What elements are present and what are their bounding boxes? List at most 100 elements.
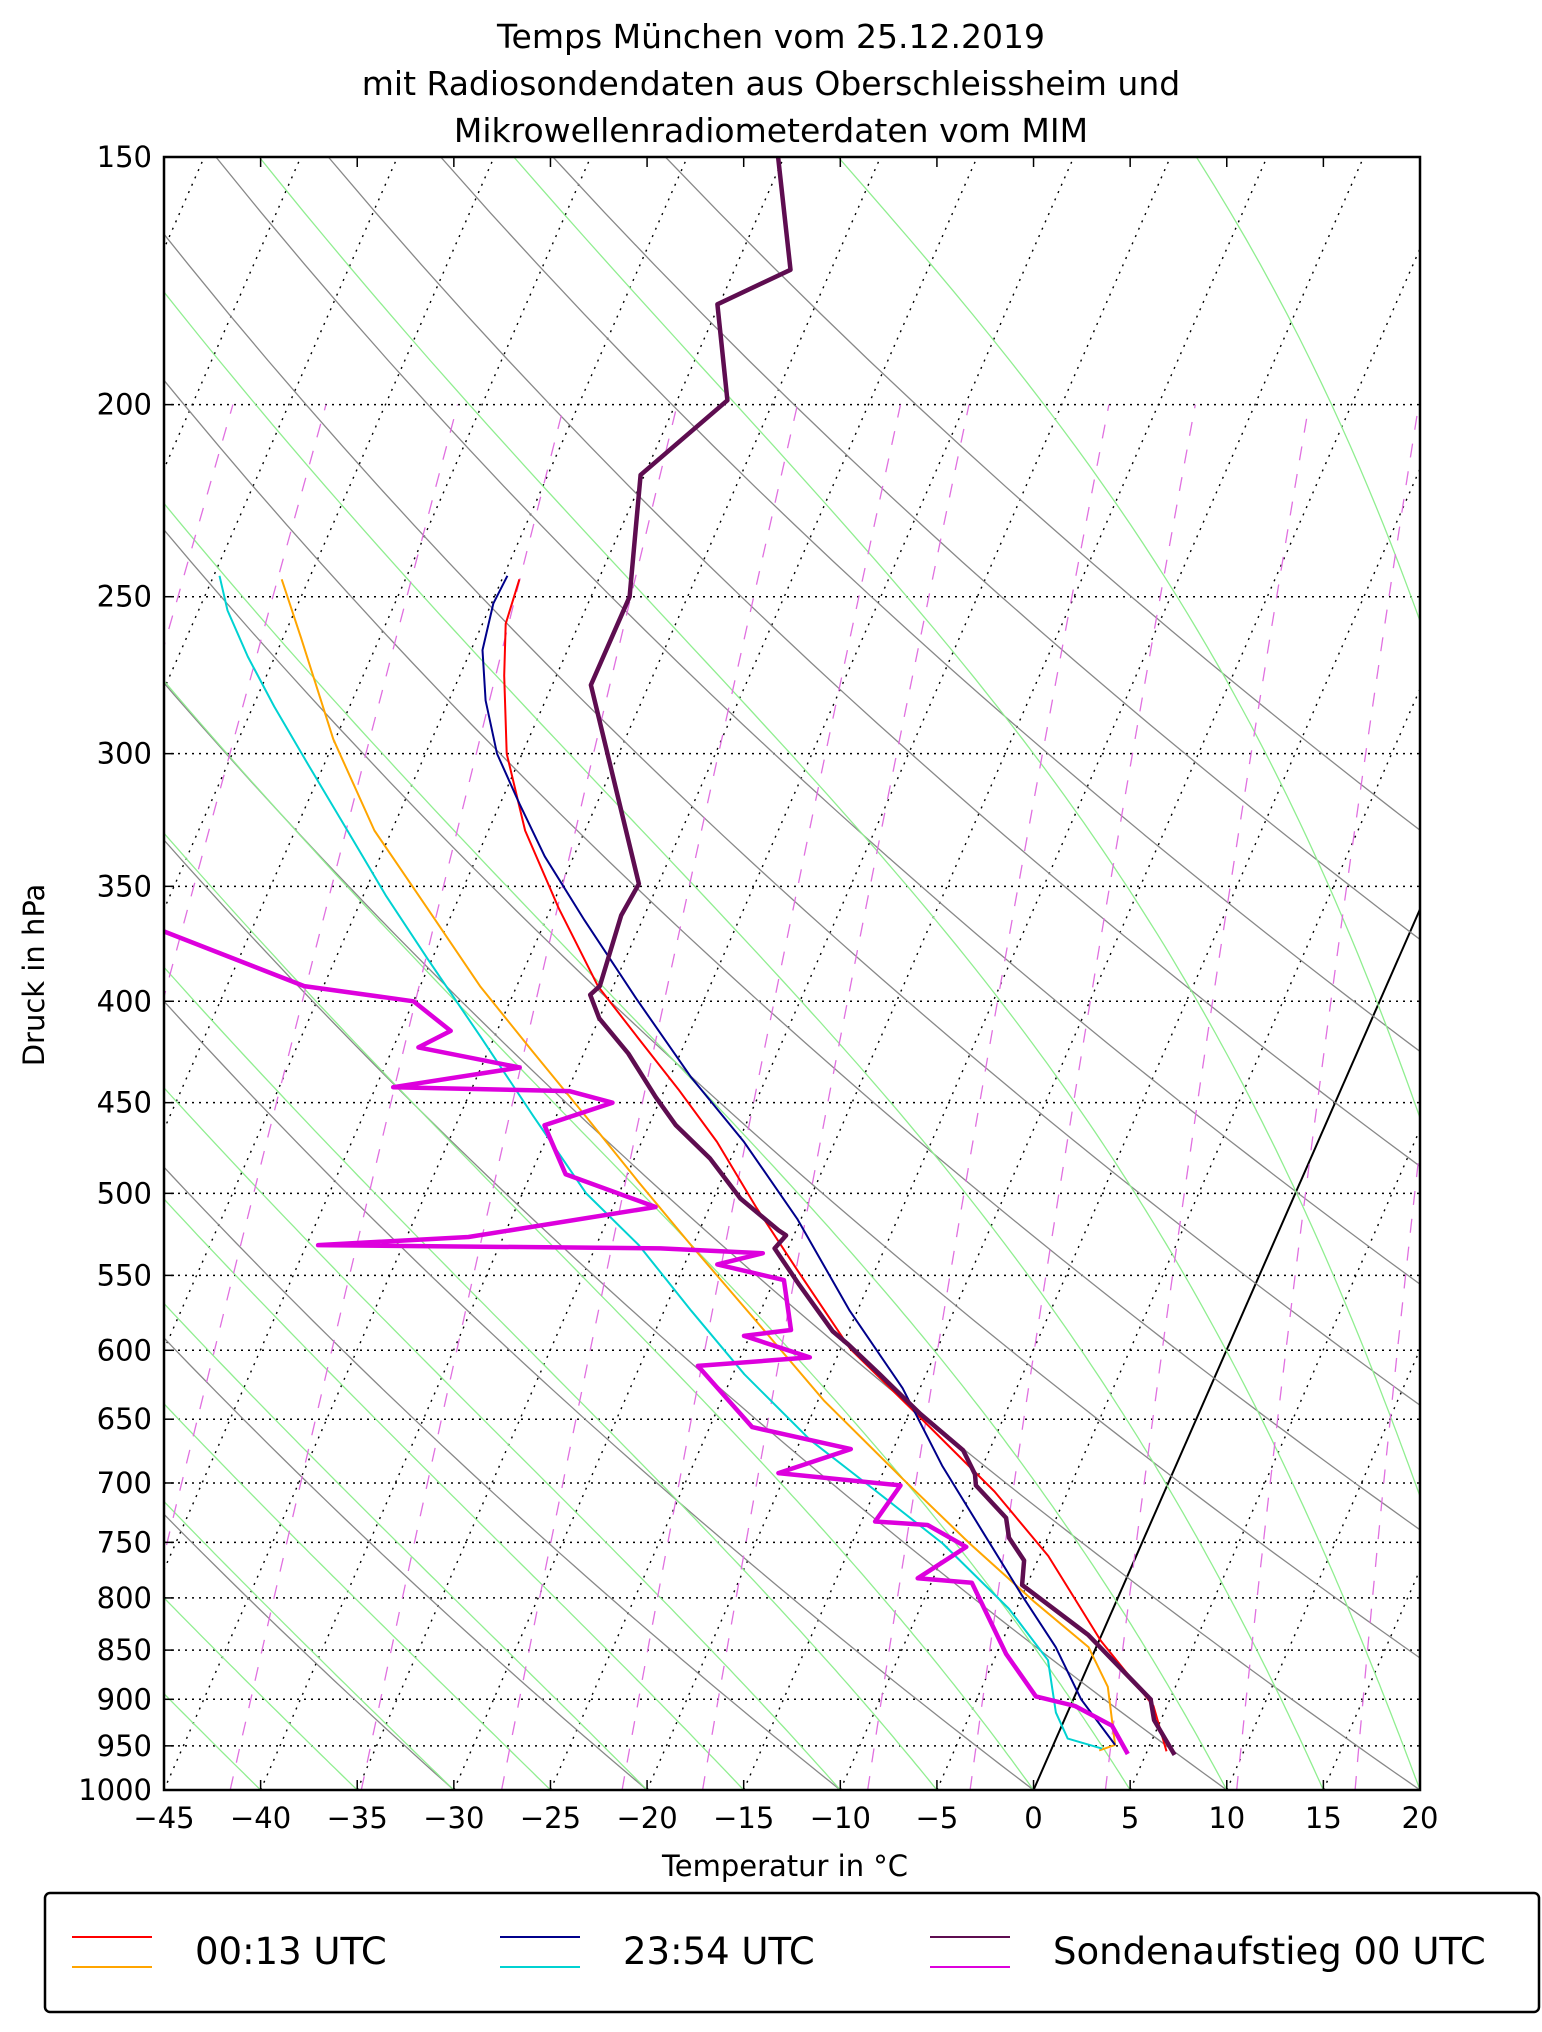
moist-adiabat-line bbox=[164, 1402, 551, 1790]
x-tick-label: −10 bbox=[810, 1801, 871, 1835]
dry-adiabat-line bbox=[164, 1337, 648, 1790]
y-tick-label: 950 bbox=[97, 1729, 152, 1763]
mixing-ratio-line bbox=[164, 404, 459, 1559]
dry-adiabat-line bbox=[327, 157, 1420, 1168]
dry-adiabat-line bbox=[164, 528, 1420, 1659]
x-tick-label: −40 bbox=[230, 1801, 291, 1835]
isotherm-line bbox=[1322, 1568, 1420, 1790]
dry-adiabat-line bbox=[164, 839, 1228, 1790]
chart-title-line-3: Mikrowellenradiometerdaten vom MIM bbox=[454, 111, 1088, 150]
y-tick-label: 250 bbox=[97, 580, 152, 614]
y-tick-label: 350 bbox=[97, 869, 152, 903]
radiosonde-dewpoint-line bbox=[164, 929, 1130, 1756]
x-tick-label: 20 bbox=[1402, 1801, 1439, 1835]
x-tick-label: 10 bbox=[1208, 1801, 1245, 1835]
y-tick-label: 300 bbox=[97, 737, 152, 771]
chart-title-line-1: Temps München vom 25.12.2019 bbox=[496, 17, 1045, 56]
moist-adiabat-line bbox=[164, 832, 1035, 1790]
y-tick-label: 550 bbox=[97, 1258, 152, 1292]
moist-adiabat-line bbox=[164, 502, 1228, 1790]
legend-label: Sondenaufstieg 00 UTC bbox=[1053, 1930, 1486, 1973]
mixing-ratio-line bbox=[1236, 404, 1420, 1790]
mwr-0013-temperature-line bbox=[503, 579, 1168, 1752]
mixing-ratio-line bbox=[1354, 1141, 1420, 1790]
mixing-ratio-line bbox=[360, 404, 678, 1790]
y-tick-label: 800 bbox=[97, 1581, 152, 1615]
y-tick-label: 700 bbox=[97, 1466, 152, 1500]
x-tick-label: −5 bbox=[916, 1801, 959, 1835]
legend-entry: Sondenaufstieg 00 UTC bbox=[930, 1930, 1486, 1973]
y-tick-label: 450 bbox=[97, 1086, 152, 1120]
isotherm-line bbox=[453, 157, 1172, 1790]
x-tick-label: 0 bbox=[1024, 1801, 1042, 1835]
dry-adiabat-line bbox=[664, 157, 1420, 832]
legend-label: 00:13 UTC bbox=[195, 1930, 387, 1973]
x-tick-label: 15 bbox=[1305, 1801, 1342, 1835]
isotherm-line bbox=[164, 157, 495, 912]
mixing-ratio-line bbox=[867, 404, 1110, 1790]
x-tick-label: 5 bbox=[1121, 1801, 1139, 1835]
x-tick-label: −45 bbox=[133, 1801, 194, 1835]
y-tick-label: 650 bbox=[97, 1402, 152, 1436]
moist-adiabat-line bbox=[513, 157, 1420, 1499]
mixing-ratio-line bbox=[1511, 405, 1542, 1790]
isotherm-line bbox=[743, 246, 1420, 1790]
radiosonde-temperature-line bbox=[587, 157, 1177, 1757]
isotherm-line bbox=[646, 157, 1365, 1790]
moist-adiabat-line bbox=[164, 1198, 745, 1790]
isotherm-line bbox=[1226, 1347, 1420, 1790]
background-lines bbox=[0, 157, 1542, 1790]
mixing-ratio-line bbox=[969, 404, 1196, 1790]
y-tick-label: 200 bbox=[97, 388, 152, 422]
legend: 00:13 UTC 23:54 UTC Sondenaufstieg 00 UTC bbox=[43, 1891, 1541, 2014]
mwr-0013-dewpoint-line bbox=[280, 578, 1117, 1752]
dry-adiabat-line bbox=[164, 1000, 1034, 1790]
dry-adiabat-line bbox=[164, 1513, 455, 1790]
dry-adiabat-line bbox=[164, 379, 1420, 1531]
plot-frame bbox=[162, 155, 1422, 1792]
moist-adiabat-line bbox=[164, 679, 1131, 1790]
mixing-ratio-line bbox=[229, 404, 565, 1790]
moist-adiabat-line bbox=[164, 1596, 358, 1790]
isotherm-line bbox=[1129, 1127, 1420, 1790]
x-tick-label: −25 bbox=[520, 1801, 581, 1835]
legend-label: 23:54 UTC bbox=[623, 1930, 815, 1973]
legend-box bbox=[43, 1891, 1541, 2014]
moist-adiabat-line bbox=[258, 157, 1420, 1790]
zero-isotherm-line bbox=[1032, 906, 1420, 1790]
moist-adiabat-line bbox=[164, 1500, 455, 1790]
dry-adiabat-line bbox=[440, 157, 1420, 1053]
dry-adiabat-line bbox=[164, 233, 1420, 1407]
moist-adiabat-line bbox=[164, 1086, 841, 1790]
dry-adiabat-line bbox=[552, 157, 1420, 941]
y-tick-label: 400 bbox=[97, 984, 152, 1018]
dry-adiabat-line bbox=[215, 157, 1420, 1285]
mwr-2354-dewpoint-line bbox=[218, 575, 1103, 1750]
mixing-ratio-line bbox=[1442, 405, 1542, 1790]
mixing-ratio-line bbox=[1104, 404, 1310, 1790]
moist-adiabat-line bbox=[164, 966, 938, 1790]
moist-adiabat-line bbox=[1195, 157, 1420, 623]
dry-adiabat-line bbox=[164, 682, 1420, 1790]
isotherm-line bbox=[1419, 1788, 1420, 1790]
isotherm-line bbox=[936, 687, 1420, 1790]
data-series bbox=[164, 157, 1177, 1757]
isotherm-line bbox=[164, 157, 785, 1572]
axis-ticks: −45 −40 −35 −30 −25 −20 −15 −10 −5 0 5 10 15 20 150 200… bbox=[78, 140, 1438, 1835]
isotherm-line bbox=[164, 157, 882, 1790]
y-axis-label: Druck in hPa bbox=[17, 884, 51, 1067]
y-tick-label: 850 bbox=[97, 1633, 152, 1667]
mixing-ratio-line bbox=[500, 404, 799, 1790]
mixing-ratio-line bbox=[621, 404, 902, 1790]
x-tick-label: −35 bbox=[327, 1801, 388, 1835]
legend-entry: 00:13 UTC bbox=[72, 1930, 387, 1973]
y-tick-label: 900 bbox=[97, 1682, 152, 1716]
isotherm-line bbox=[549, 157, 1268, 1790]
isotherm-line bbox=[0, 157, 11, 1790]
moist-adiabat-line bbox=[164, 1302, 648, 1790]
moist-adiabat-line bbox=[837, 157, 1420, 1120]
y-tick-label: 150 bbox=[97, 140, 152, 174]
y-tick-label: 500 bbox=[97, 1176, 152, 1210]
x-tick-label: −30 bbox=[423, 1801, 484, 1835]
